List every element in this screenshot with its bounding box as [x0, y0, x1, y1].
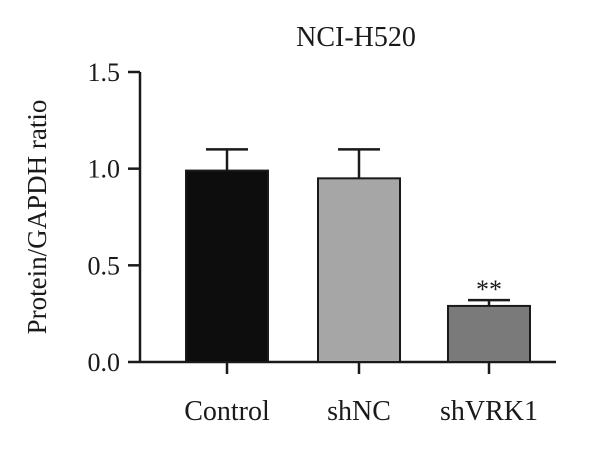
y-tick-label: 1.5: [88, 58, 121, 87]
y-tick-label: 0.0: [88, 348, 121, 377]
axes: 0.0 0.5 1.0 1.5 Control shNC shVRK1: [88, 58, 556, 427]
x-tick-label: shVRK1: [440, 396, 538, 427]
annotations: **: [476, 275, 502, 304]
y-tick-label: 1.0: [88, 155, 121, 184]
significance-marker: **: [476, 275, 502, 304]
error-bars: [206, 148, 510, 306]
x-tick-label: Control: [184, 396, 270, 427]
y-tick-label: 0.5: [88, 251, 121, 280]
bar-control: [185, 169, 269, 363]
chart-title: NCI-H520: [296, 22, 416, 53]
bars: [185, 169, 531, 363]
y-axis-label: Protein/GAPDH ratio: [22, 100, 52, 335]
bar-shnc: [317, 177, 401, 363]
bar-shvrk1: [447, 304, 531, 363]
x-tick-label: shNC: [327, 396, 391, 427]
